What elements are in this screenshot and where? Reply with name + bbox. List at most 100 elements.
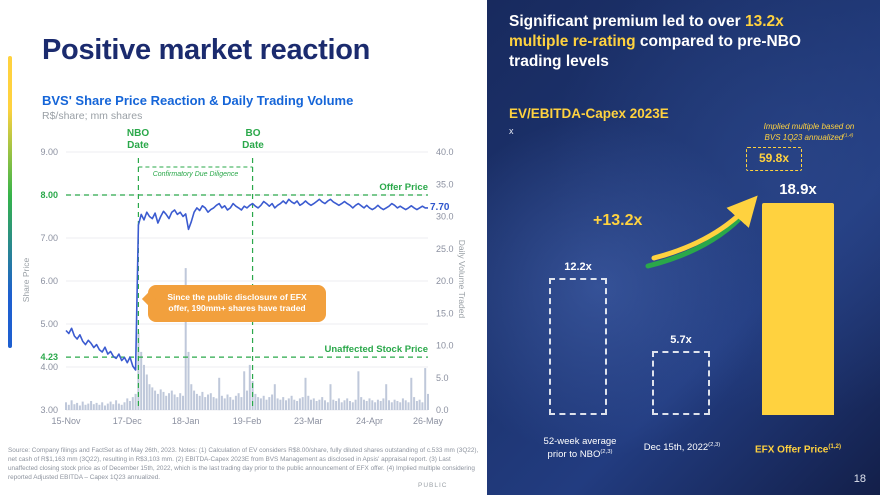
volume-bar — [101, 402, 104, 410]
volume-bar — [98, 404, 101, 410]
bar-label-efx-offer: EFX Offer Price(1,2) — [737, 429, 859, 456]
x-axis-tick: 23-Mar — [294, 416, 323, 426]
volume-bar — [262, 395, 265, 410]
unaffected-stock-price-label: Unaffected Stock Price — [324, 344, 428, 355]
volume-bar — [301, 397, 304, 410]
volume-bar — [143, 364, 145, 410]
right-panel: Significant premium led to over 13.2x mu… — [487, 0, 880, 495]
volume-bar — [290, 395, 293, 410]
volume-bar — [73, 404, 76, 410]
x-axis-tick: 26-May — [413, 416, 444, 426]
implied-multiple-value: 59.8x — [746, 147, 802, 171]
volume-bar — [218, 377, 221, 411]
confirmatory-due-diligence-label: Confirmatory Due Diligence — [152, 171, 239, 178]
share-price-line — [65, 198, 428, 371]
volume-bar — [232, 399, 235, 410]
volume-bar — [410, 377, 413, 411]
volume-bar — [421, 402, 424, 410]
volume-bar — [415, 401, 418, 410]
chart-subtitle: R$/share; mm shares — [42, 110, 143, 122]
volume-bar — [376, 399, 379, 410]
volume-bar — [371, 400, 374, 410]
implied-multiple-caption: Implied multiple based on BVS 1Q23 annua… — [739, 112, 879, 143]
volume-bar — [223, 398, 226, 410]
volume-bar — [365, 401, 368, 410]
delta-multiple-label: +13.2x — [593, 212, 643, 229]
volume-bar — [343, 400, 346, 410]
bar-label-dec15: Dec 15th, 2022(2,3) — [625, 429, 739, 455]
re-rating-arrow — [645, 195, 758, 269]
volume-bar — [70, 400, 73, 410]
public-classification-label: PUBLIC — [418, 482, 448, 489]
bo-date-label: BO Date — [242, 128, 264, 151]
volume-bar — [151, 387, 154, 410]
volume-bar — [67, 404, 70, 410]
volume-bar — [95, 402, 98, 410]
volume-bar — [271, 394, 274, 410]
volume-bar — [168, 393, 170, 410]
arrow-yellow-stroke — [651, 195, 758, 261]
volume-bar — [145, 374, 148, 410]
volume-bar — [285, 400, 287, 410]
volume-bar — [165, 395, 168, 410]
price-axis-tick: 4.23 — [40, 352, 58, 362]
volume-bar — [123, 402, 126, 410]
volume-bar — [195, 393, 198, 410]
volume-bar — [170, 390, 173, 410]
volume-bar — [265, 399, 268, 410]
last-price-marker: 7.70 — [430, 202, 450, 213]
volume-bar — [279, 399, 282, 410]
volume-bar — [390, 402, 393, 410]
volume-bar — [326, 402, 329, 410]
left-panel: Positive market reaction BVS' Share Pric… — [8, 34, 479, 489]
bar-value-dec15: 5.7x — [670, 334, 692, 347]
volume-bar — [332, 399, 335, 410]
volume-bar — [276, 398, 279, 410]
volume-bar — [282, 397, 285, 410]
volume-axis-tick: 0.0 — [436, 405, 449, 415]
y-axis-title-right: Daily Volume Traded — [457, 239, 467, 319]
volume-bar — [340, 402, 343, 410]
volume-bar — [220, 395, 223, 410]
x-axis-tick: 24-Apr — [356, 416, 383, 426]
x-axis-tick: 19-Feb — [233, 416, 262, 426]
volume-bar — [78, 405, 81, 410]
volume-bar — [315, 401, 318, 410]
volume-bar — [176, 397, 179, 410]
volume-bar — [131, 397, 134, 410]
volume-bar — [368, 398, 371, 410]
nbo-date-label: NBO Date — [126, 128, 150, 151]
bar-dec15-2022 — [652, 351, 710, 415]
volume-bar — [226, 394, 229, 410]
disclosure-callout-text: Since the public disclosure of EFX offer… — [167, 292, 307, 314]
bar-chart-unit: x — [509, 126, 514, 136]
volume-bar — [335, 401, 338, 410]
headline: Significant premium led to over 13.2x mu… — [509, 12, 847, 72]
volume-bar — [418, 399, 421, 410]
volume-axis-tick: 20.0 — [436, 276, 454, 286]
bar-52wk-average — [549, 278, 607, 415]
volume-bar — [296, 401, 299, 410]
headline-part-3: compared to pre-NBO trading levels — [509, 33, 801, 71]
volume-bar — [307, 395, 310, 410]
bar-label-efx-offer-sup: (1,2) — [828, 442, 842, 450]
volume-bar — [246, 390, 248, 410]
bar-label-dec15-text: Dec 15th, 2022 — [643, 441, 709, 453]
x-axis-tick: 17-Dec — [113, 416, 143, 426]
volume-bar — [310, 399, 312, 410]
volume-bar — [268, 397, 271, 410]
volume-bar — [190, 384, 193, 410]
volume-bar — [396, 401, 399, 410]
volume-bar — [385, 384, 388, 410]
volume-bar — [215, 398, 218, 410]
volume-bar — [427, 393, 429, 410]
volume-bar — [65, 402, 67, 410]
volume-bar — [324, 400, 326, 410]
volume-bar — [388, 400, 390, 410]
volume-bar — [104, 405, 106, 410]
volume-bar — [201, 391, 204, 410]
volume-bar — [187, 351, 190, 410]
volume-bar — [229, 397, 232, 410]
volume-bar — [184, 268, 187, 410]
volume-bar — [304, 377, 307, 411]
